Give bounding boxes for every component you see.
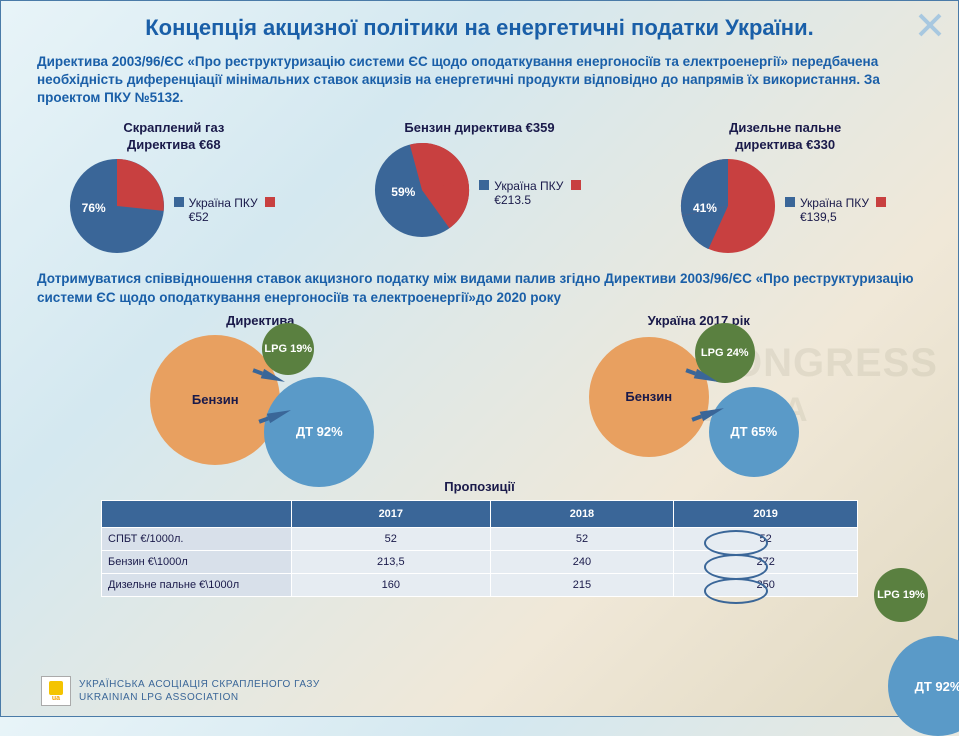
close-icon: [916, 11, 944, 39]
mid-text: Дотримуватися співвідношення ставок акци…: [1, 260, 958, 312]
pie-svg: [373, 141, 471, 239]
pie-charts-row: Скраплений газ Директива €68 76% Україна…: [1, 120, 958, 261]
logo-icon: ua: [41, 676, 71, 706]
pie-chart-lpg: Скраплений газ Директива €68 76% Україна…: [24, 120, 324, 261]
footer-line1: УКРАЇНСЬКА АСОЦІАЦІЯ СКРАПЛЕНОГО ГАЗУ: [79, 678, 320, 691]
table-row: Бензин €\1000л 213,5 240 272: [102, 550, 858, 573]
pie-pct-label: 59%: [391, 185, 415, 199]
bubble-benzin: Бензин: [150, 335, 280, 465]
pie-legend: Україна ПКУ €52: [174, 194, 280, 224]
pie-legend: Україна ПКУ €213.5: [479, 177, 585, 207]
bubble-dt: ДТ 65%: [709, 387, 799, 477]
bubble-charts-row: Директива Бензин LPG 19% ДТ 92% Україна …: [1, 313, 958, 483]
footer: ua УКРАЇНСЬКА АСОЦІАЦІЯ СКРАПЛЕНОГО ГАЗУ…: [41, 676, 320, 706]
page-title: Концепція акцизної політики на енергетич…: [1, 1, 958, 49]
corner-bubble-lpg: LPG 19%: [874, 568, 928, 622]
bubble-dt: ДТ 92%: [264, 377, 374, 487]
pie-title: Бензин директива €359: [404, 120, 554, 137]
pie-chart-diesel: Дизельне пальне директива €330 41% Украї…: [635, 120, 935, 261]
bubble-group-ukraine: Україна 2017 рік Бензин LPG 24% ДТ 65%: [539, 313, 859, 483]
corner-bubble-dt: ДТ 92%: [888, 636, 959, 736]
proposals-table: 2017 2018 2019 СПБТ €/1000л. 52 52 52 Бе…: [101, 500, 858, 597]
close-button[interactable]: [916, 11, 944, 39]
bubble-benzin: Бензин: [589, 337, 709, 457]
footer-line2: UKRAINIAN LPG ASSOCIATION: [79, 691, 320, 704]
bubble-group-directive: Директива Бензин LPG 19% ДТ 92%: [100, 313, 420, 483]
pie-legend: Україна ПКУ €139,5: [785, 194, 891, 224]
pie-title: Скраплений газ Директива €68: [123, 120, 224, 154]
bubble-lpg: LPG 19%: [262, 323, 314, 375]
bubble-title: Директива: [100, 313, 420, 328]
bubble-title: Україна 2017 рік: [539, 313, 859, 328]
table-row: СПБТ €/1000л. 52 52 52: [102, 527, 858, 550]
pie-pct-label: 41%: [693, 201, 717, 215]
pie-chart-benzin: Бензин директива €359 59% Україна ПКУ: [329, 120, 629, 261]
intro-text: Директива 2003/96/ЄС «Про реструктуризац…: [1, 49, 958, 116]
pie-title: Дизельне пальне директива €330: [729, 120, 841, 154]
pie-pct-label: 76%: [82, 201, 106, 215]
table-header-row: 2017 2018 2019: [102, 500, 858, 527]
